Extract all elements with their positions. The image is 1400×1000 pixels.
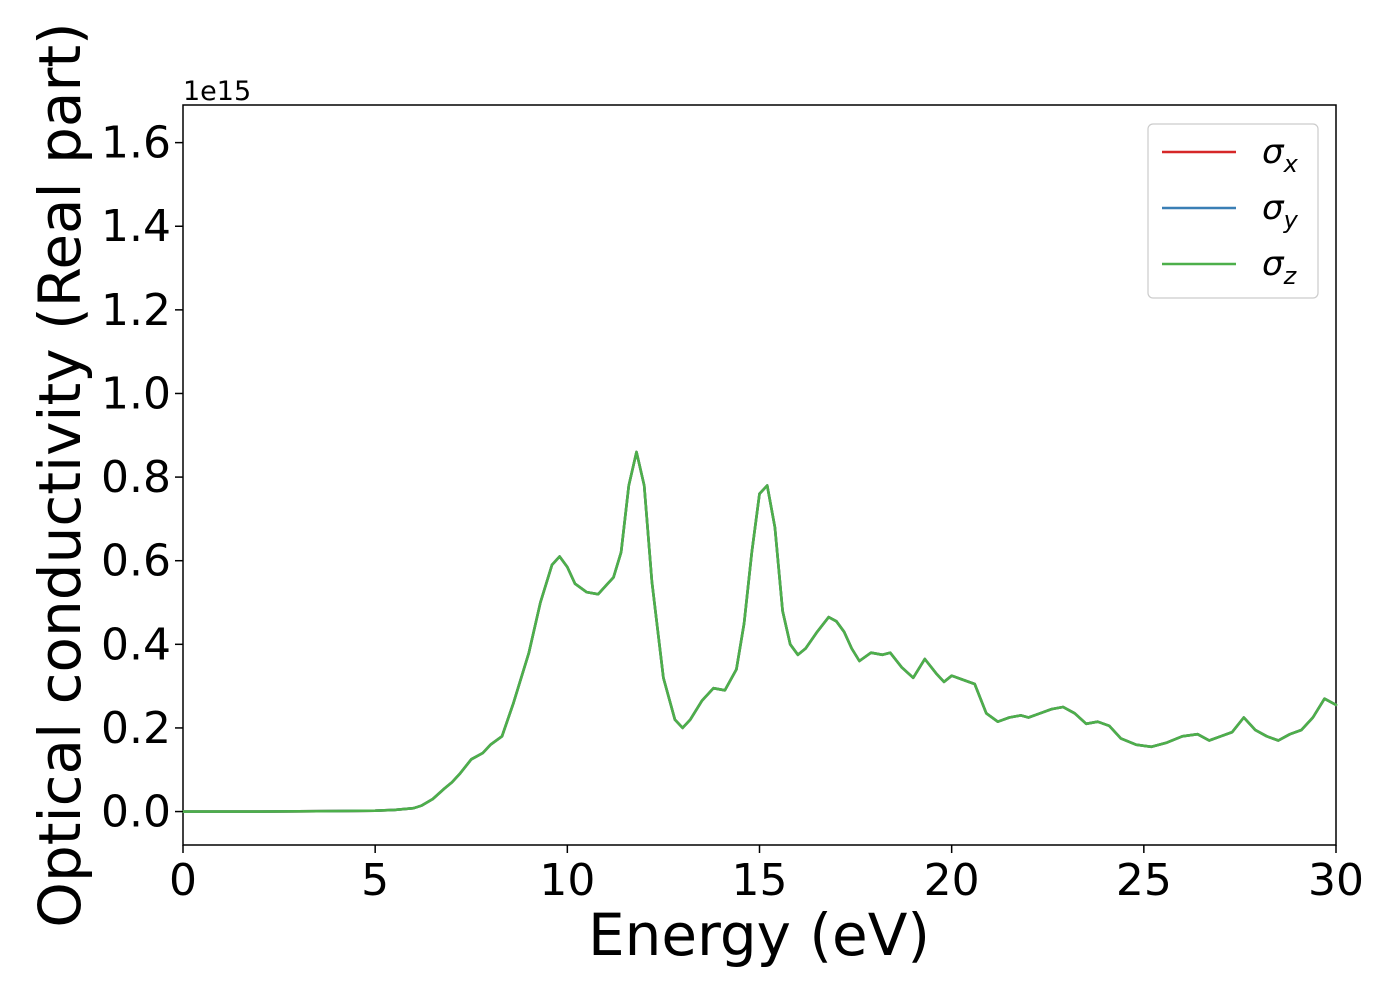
x-tick-label: 15: [732, 855, 788, 906]
y-tick-label: 1.6: [101, 118, 171, 169]
x-tick-label: 30: [1308, 855, 1364, 906]
y-tick-label: 0.2: [101, 703, 171, 754]
y-tick-label: 0.8: [101, 452, 171, 503]
x-tick-label: 0: [169, 855, 197, 906]
x-axis-title: Energy (eV): [588, 901, 930, 969]
y-tick-label: 1.2: [101, 285, 171, 336]
series-layer: [181, 450, 1338, 813]
x-axis-ticks: 0 5 10 15 20 25 30: [169, 845, 1364, 906]
x-tick-label: 5: [361, 855, 389, 906]
series-line-z: [181, 450, 1338, 813]
legend-box: [1147, 123, 1319, 299]
y-tick-label: 0.6: [101, 536, 171, 587]
y-tick-label: 0.4: [101, 619, 171, 670]
x-tick-label: 10: [539, 855, 595, 906]
plot-frame: [182, 104, 1337, 846]
x-tick-label: 25: [1116, 855, 1172, 906]
x-tick-label: 20: [924, 855, 980, 906]
y-tick-label: 1.4: [101, 201, 171, 252]
y-tick-label: 0.0: [101, 787, 171, 838]
y-tick-label: 1.0: [101, 368, 171, 419]
y-axis-title: Optical conductivity (Real part): [26, 22, 94, 927]
y-axis-ticks: 0.0 0.2 0.4 0.6 0.8 1.0 1.2 1.4 1.6: [101, 118, 183, 838]
plot-area: [181, 104, 1338, 846]
y-offset-label: 1e15: [183, 76, 251, 107]
